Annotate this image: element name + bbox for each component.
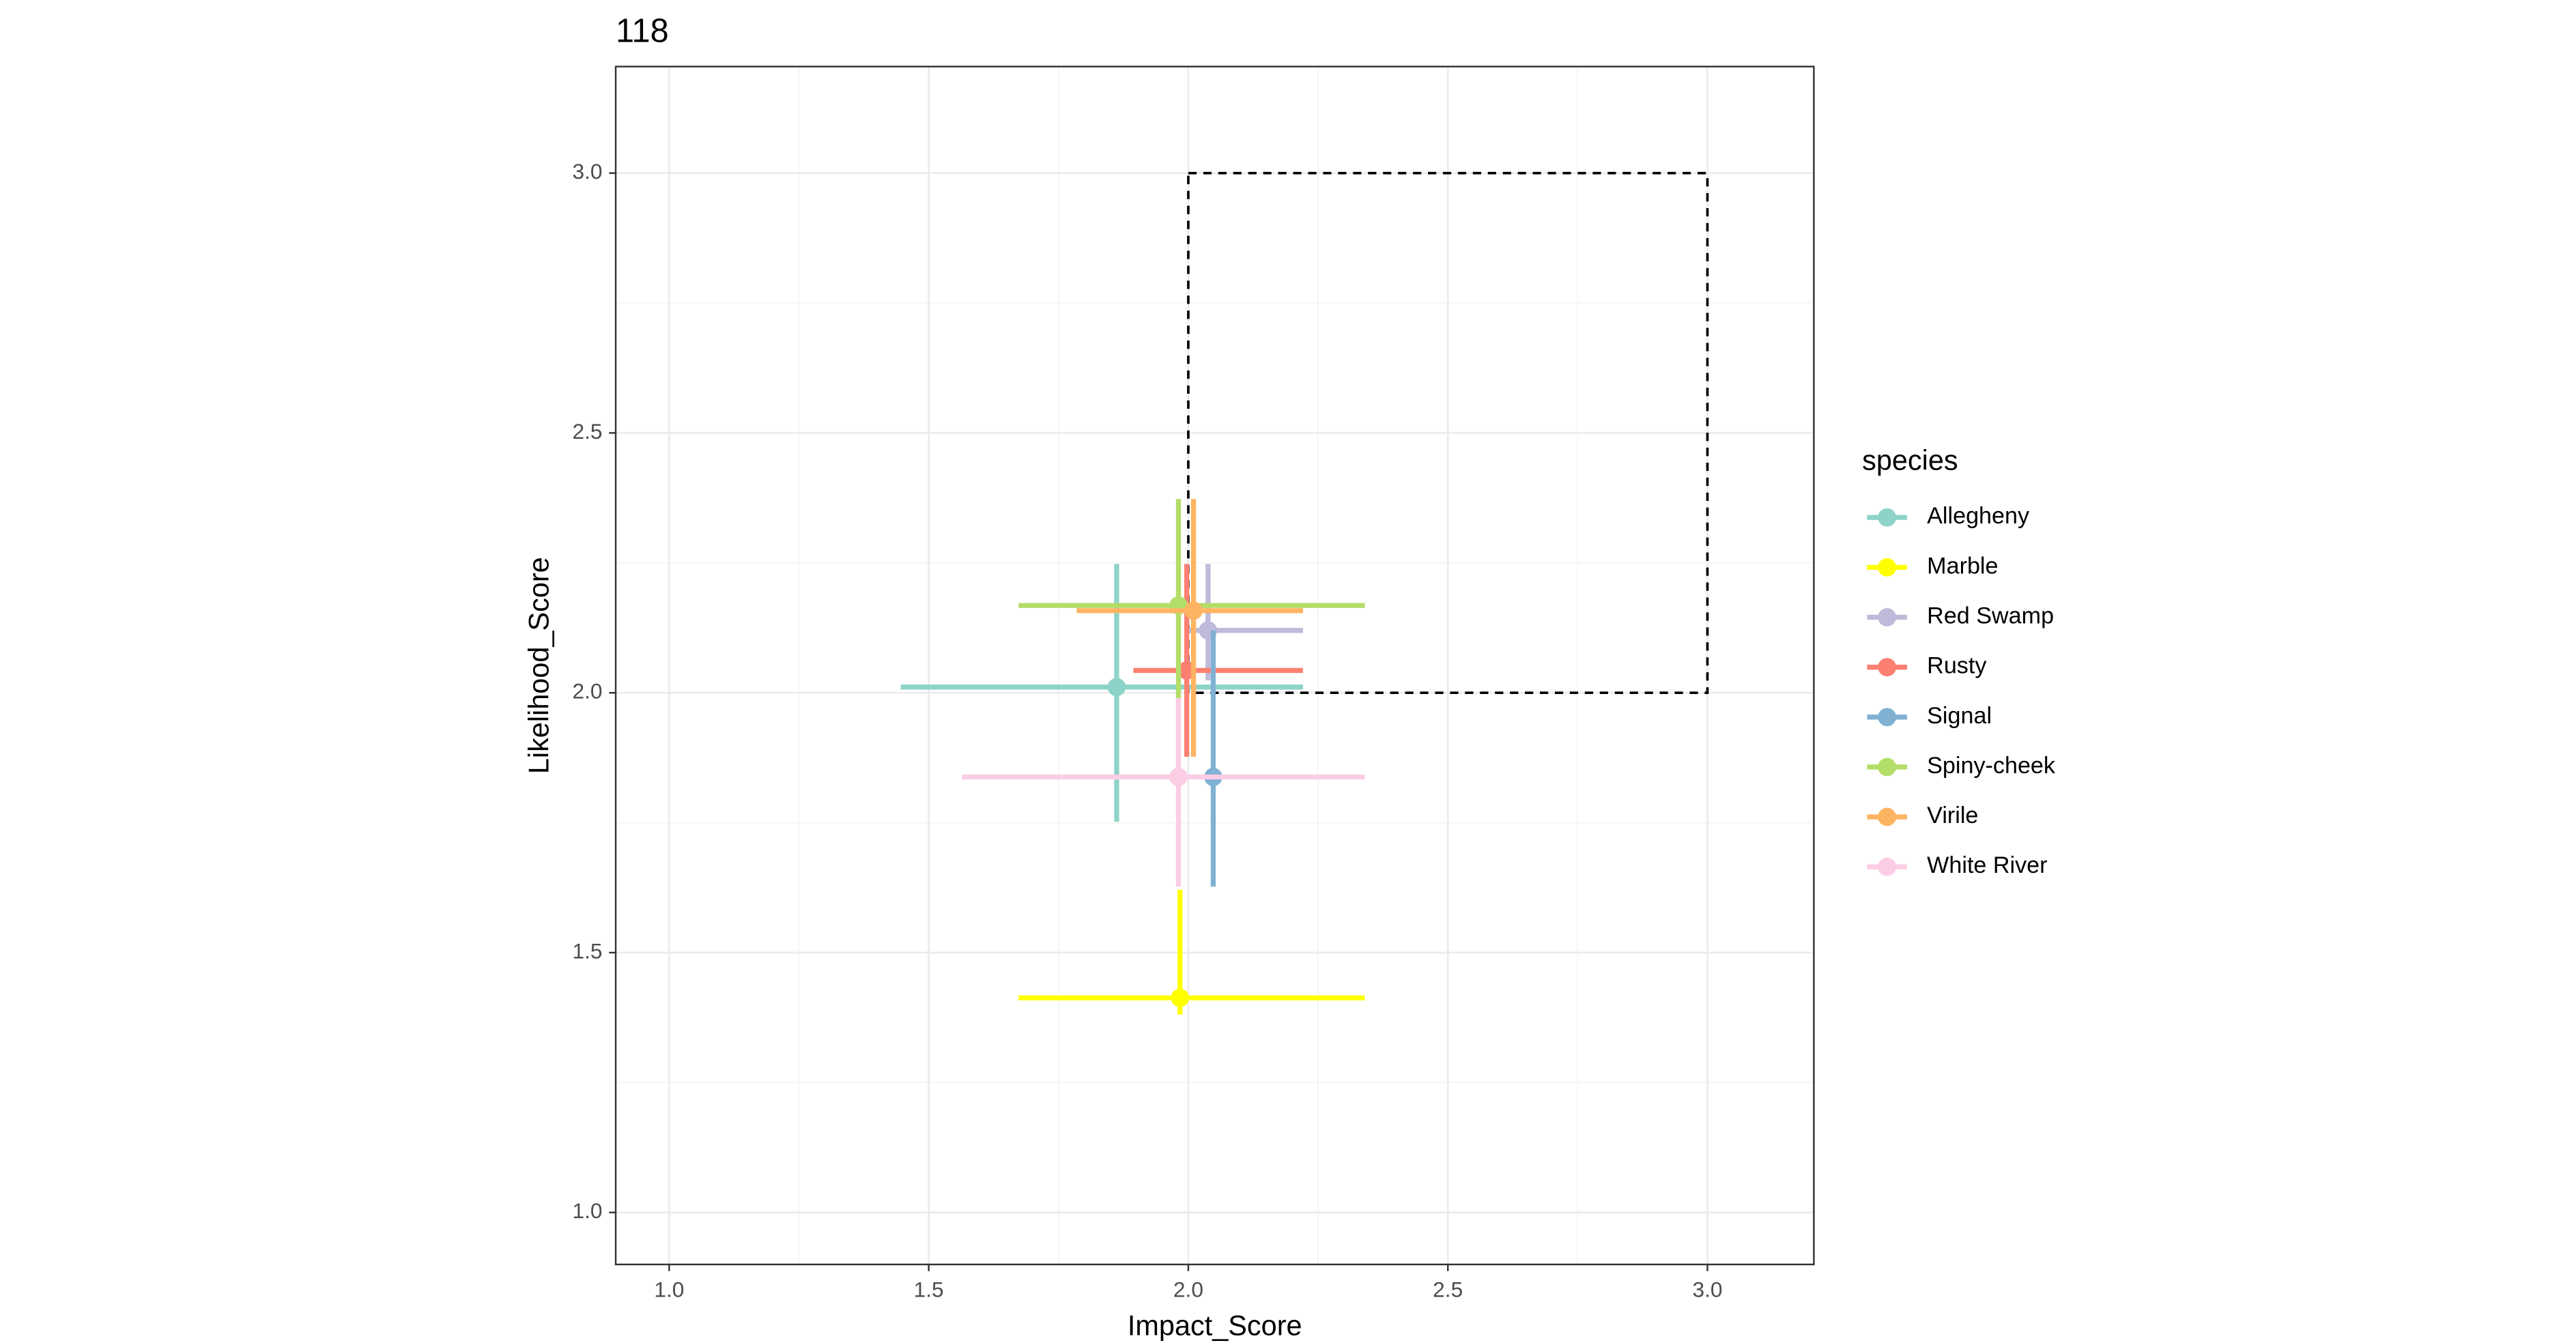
- legend-key-point: [1878, 857, 1897, 876]
- legend-key-point: [1878, 708, 1897, 727]
- y-tick-label: 2.5: [572, 419, 602, 444]
- legend-key-point: [1878, 757, 1897, 777]
- y-tick-label: 1.0: [572, 1198, 602, 1223]
- legend-label: Virile: [1927, 803, 1978, 828]
- y-tick-label: 2.0: [572, 679, 602, 704]
- legend-key-point: [1878, 558, 1897, 577]
- legend-label: Signal: [1927, 703, 1992, 729]
- chart-title: 118: [616, 13, 669, 50]
- legend-label: Marble: [1927, 553, 1998, 579]
- plot-border: [614, 66, 1815, 1266]
- legend-key-point: [1878, 658, 1897, 677]
- x-tick-label: 3.0: [1692, 1277, 1722, 1301]
- point: [1171, 988, 1190, 1007]
- y-axis-label: Likelihood_Score: [522, 557, 554, 774]
- legend-key-point: [1878, 608, 1897, 626]
- legend-label: Allegheny: [1927, 503, 2029, 529]
- y-tick-label: 3.0: [572, 159, 602, 184]
- threshold-box: [1187, 171, 1709, 695]
- legend-title: species: [1862, 444, 1958, 476]
- y-tick-label: 1.5: [572, 938, 602, 963]
- x-tick-label: 2.0: [1173, 1277, 1203, 1301]
- point: [1107, 678, 1126, 697]
- legend-label: White River: [1927, 852, 2047, 878]
- legend-key-point: [1878, 807, 1897, 826]
- x-tick-label: 1.0: [654, 1277, 684, 1301]
- x-tick-label: 2.5: [1433, 1277, 1463, 1301]
- point: [1169, 768, 1188, 786]
- legend-label: Red Swamp: [1927, 603, 2054, 629]
- legend-label: Rusty: [1927, 653, 1986, 679]
- legend-label: Spiny-cheek: [1927, 753, 2056, 779]
- point: [1184, 601, 1203, 620]
- x-axis-label: Impact_Score: [1128, 1309, 1302, 1341]
- legend-key-point: [1878, 508, 1897, 527]
- x-tick-label: 1.5: [914, 1277, 944, 1301]
